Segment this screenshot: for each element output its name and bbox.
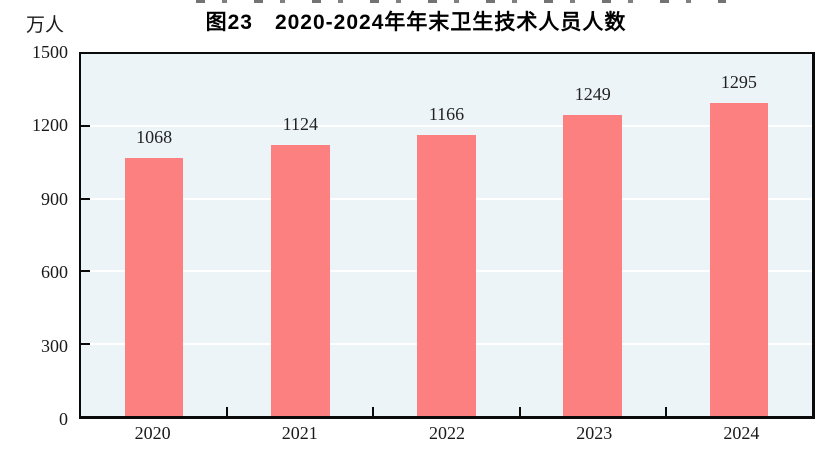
bar-value-label: 1124 bbox=[282, 113, 318, 134]
y-axis-tick bbox=[81, 197, 90, 200]
gridline bbox=[81, 125, 812, 128]
x-axis-tick bbox=[664, 407, 667, 416]
chart-title: 图23 2020-2024年年末卫生技术人员人数 bbox=[205, 11, 627, 34]
bar-value-label: 1068 bbox=[136, 127, 173, 148]
x-axis-label-2022: 2022 bbox=[429, 423, 465, 443]
y-axis-tick-label: 0 bbox=[59, 409, 68, 429]
bar-2020 bbox=[124, 158, 184, 416]
bar-value-label: 1166 bbox=[428, 103, 465, 124]
x-axis-tick bbox=[518, 407, 521, 416]
y-axis-tick-label: 600 bbox=[41, 262, 68, 283]
y-axis-tick-label: 900 bbox=[41, 188, 68, 209]
bar-value-label: 1249 bbox=[574, 83, 611, 104]
y-axis-unit-label: 万人 bbox=[26, 15, 65, 36]
x-axis-tick-labels: 2020 2021 2022 2023 2024 bbox=[79, 423, 815, 447]
bar-2021 bbox=[271, 144, 330, 416]
x-axis-label-2020: 2020 bbox=[134, 423, 171, 443]
bar-2024 bbox=[709, 103, 769, 416]
x-axis-tick bbox=[226, 407, 229, 416]
clipped-text-edge bbox=[196, 0, 726, 3]
bar-2022 bbox=[417, 134, 476, 416]
y-axis-tick bbox=[81, 342, 90, 345]
bar-2023 bbox=[563, 114, 622, 416]
x-axis-label-2023: 2023 bbox=[576, 423, 613, 443]
x-axis-label-2021: 2021 bbox=[281, 423, 318, 443]
bar-value-label: 1295 bbox=[720, 72, 757, 93]
plot-area: 1068 1124 1166 1249 1295 bbox=[79, 52, 815, 419]
y-axis-tick-label: 300 bbox=[41, 335, 68, 356]
y-axis-tick-labels: 0 300 600 900 1200 1500 bbox=[0, 43, 68, 428]
y-axis-tick bbox=[81, 270, 90, 273]
y-axis-tick-label: 1200 bbox=[32, 115, 68, 136]
x-axis-label-2024: 2024 bbox=[723, 423, 760, 443]
x-axis-tick bbox=[372, 407, 375, 416]
y-axis-tick-label: 1500 bbox=[32, 42, 68, 62]
y-axis-tick bbox=[81, 125, 90, 128]
